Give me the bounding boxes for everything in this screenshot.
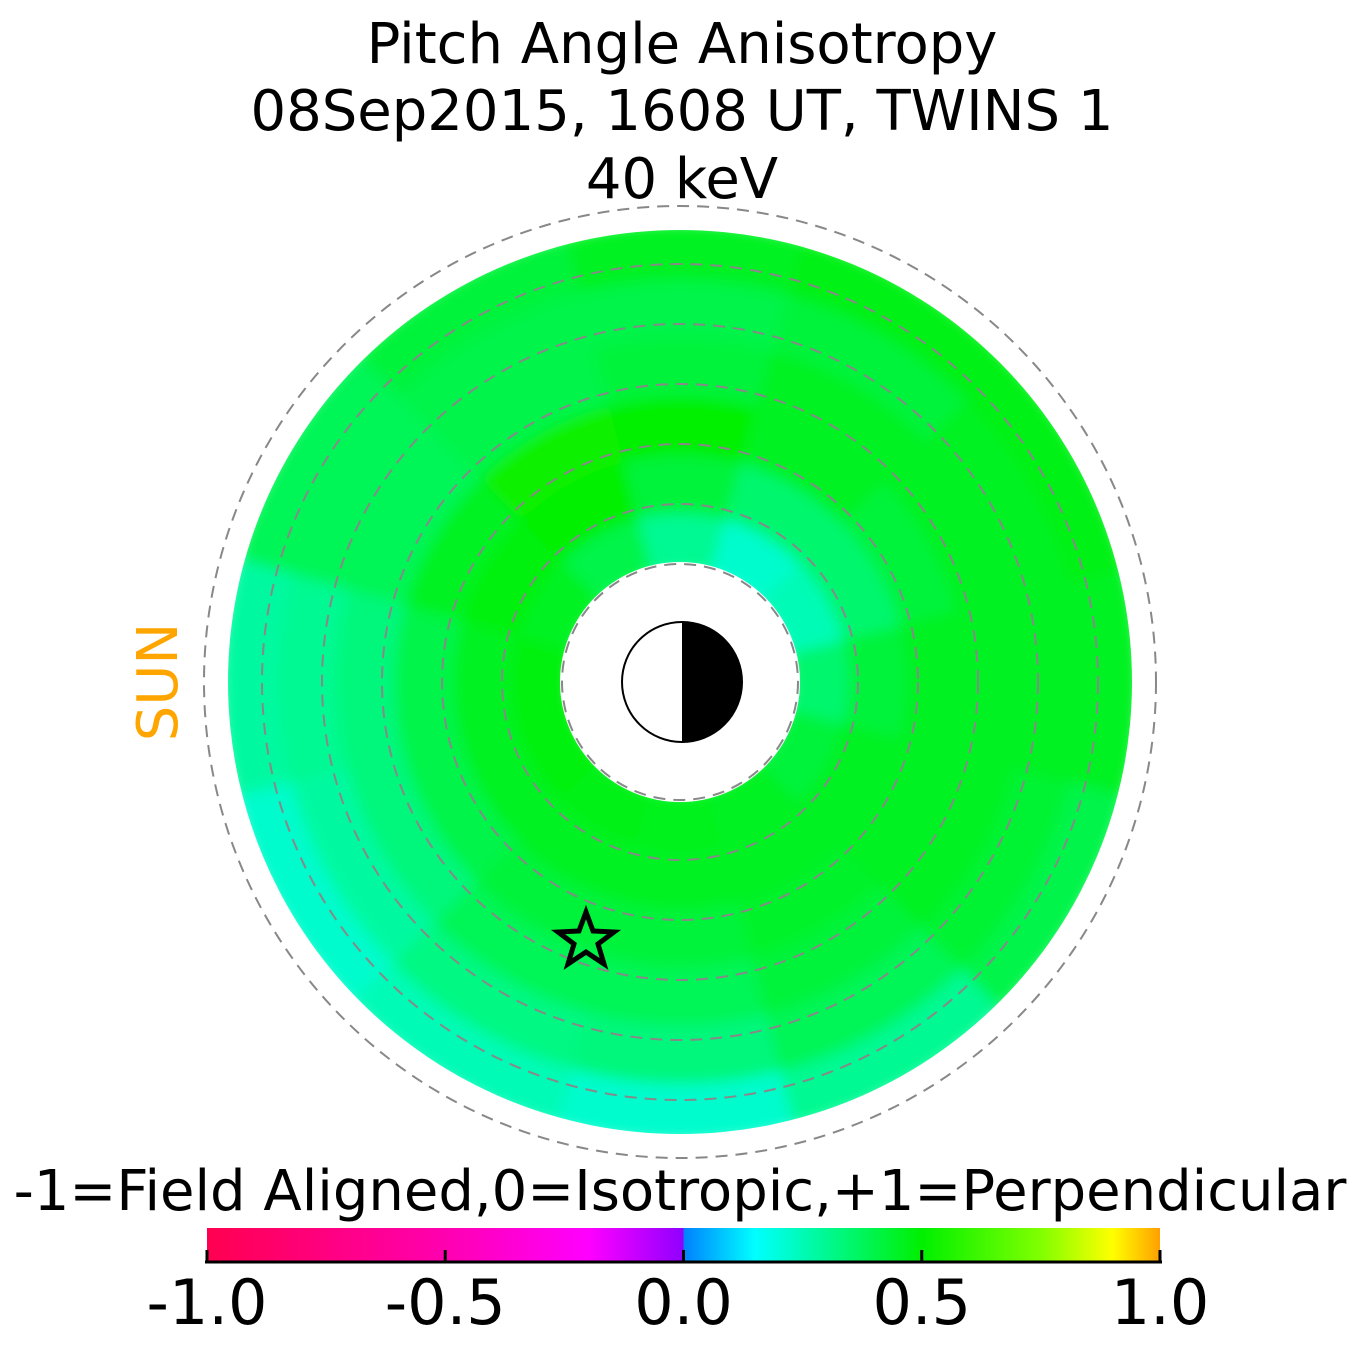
range-ring <box>501 503 859 861</box>
heatmap-cell <box>1010 573 1084 791</box>
heatmap-cell <box>228 558 294 806</box>
heatmap-cell <box>451 620 518 744</box>
heatmap-cell <box>458 723 563 846</box>
title-line: 08Sep2015, 1608 UT, TWINS 1 <box>251 79 1114 144</box>
earth-night <box>682 622 742 742</box>
heatmap-cell <box>634 788 726 853</box>
heatmap-cell <box>786 636 851 728</box>
heatmap-cell <box>797 723 902 846</box>
heatmap-cell <box>838 738 958 887</box>
colorbar-tick-label: 0.5 <box>872 1266 971 1339</box>
heatmap-cell <box>475 840 624 960</box>
colorbar-tick-label: 0.0 <box>634 1266 733 1339</box>
range-rings <box>203 205 1157 1159</box>
heatmap-cell <box>736 840 885 960</box>
range-ring <box>203 205 1157 1159</box>
range-ring <box>381 383 979 981</box>
heatmap-cell <box>721 799 844 904</box>
heatmap-cell <box>603 900 757 970</box>
heatmap-cell <box>556 230 804 296</box>
colorbar-tick-label: -1.0 <box>147 1266 268 1339</box>
heatmap-cell <box>838 477 958 626</box>
heatmap-cell <box>780 236 1009 401</box>
heatmap-cell <box>634 511 726 576</box>
heatmap-cell <box>751 881 927 1017</box>
heatmap-cell <box>898 605 968 759</box>
spacecraft-star <box>550 904 622 970</box>
heatmap-cell <box>920 767 1071 971</box>
heatmap-cell <box>433 881 609 1017</box>
heatmap-cell <box>391 922 595 1073</box>
sun-label: SUN <box>126 623 191 741</box>
colorbar-tick-label: 1.0 <box>1111 1266 1210 1339</box>
heatmap-cell <box>516 460 639 565</box>
earth <box>621 621 743 743</box>
heatmap-cell <box>556 1068 804 1134</box>
heatmap-cell <box>402 477 522 626</box>
heatmap-cell <box>345 753 481 929</box>
heatmap-cell <box>842 620 909 744</box>
heatmap-cell <box>345 435 481 611</box>
heatmap-cell <box>587 956 773 1028</box>
heatmap-cell <box>736 404 885 524</box>
heatmap-cell <box>334 589 406 775</box>
range-ring <box>561 563 799 801</box>
heatmap-cell <box>721 460 844 565</box>
heatmap-cell <box>392 605 462 759</box>
heatmap-cell <box>391 291 595 442</box>
heatmap-cell <box>516 799 639 904</box>
heatmap-cell <box>289 393 440 597</box>
heatmap-cell <box>276 573 350 791</box>
heatmap-cell <box>751 347 927 483</box>
range-ring <box>441 443 919 921</box>
heatmap-cell <box>954 589 1026 775</box>
heatmap-cell <box>879 435 1015 611</box>
range-ring <box>321 323 1039 1041</box>
heatmap-cell <box>351 236 580 401</box>
title-line: Pitch Angle Anisotropy <box>367 12 998 77</box>
heatmap-cell <box>587 336 773 408</box>
colorbar-label: -1=Field Aligned,0=Isotropic,+1=Perpendi… <box>14 1159 1348 1224</box>
heatmap-cell <box>289 767 440 971</box>
heatmap-cell <box>1066 558 1132 806</box>
heatmap-cell <box>765 291 969 442</box>
heatmap-cell <box>797 518 902 641</box>
heatmap-cell <box>234 782 399 1011</box>
heatmap-cell <box>780 963 1009 1128</box>
heatmap-cell <box>509 636 574 728</box>
heatmap-cell <box>618 453 742 520</box>
heatmap-cell <box>603 394 757 464</box>
heatmap-cell <box>961 782 1126 1011</box>
heatmap-cell <box>920 393 1071 597</box>
heatmap-cell <box>433 347 609 483</box>
heatmap-cell <box>458 518 563 641</box>
heatmap-cell <box>618 844 742 911</box>
colorbar-tick-label: -0.5 <box>385 1266 506 1339</box>
colorbar: -1.0 -0.5 0.0 0.5 1.0 <box>147 1228 1210 1339</box>
heatmap-cell <box>571 278 789 352</box>
heatmap-cell <box>879 753 1015 929</box>
heatmap-cell <box>765 922 969 1073</box>
heatmap-cell <box>351 963 580 1128</box>
range-ring <box>261 263 1099 1101</box>
title-line: 40 keV <box>586 147 778 212</box>
heatmap-cell <box>475 404 624 524</box>
heatmap-cell <box>234 353 399 582</box>
heatmap-cell <box>571 1012 789 1086</box>
heatmap-cell <box>961 353 1126 582</box>
heatmap-cell <box>402 738 522 887</box>
